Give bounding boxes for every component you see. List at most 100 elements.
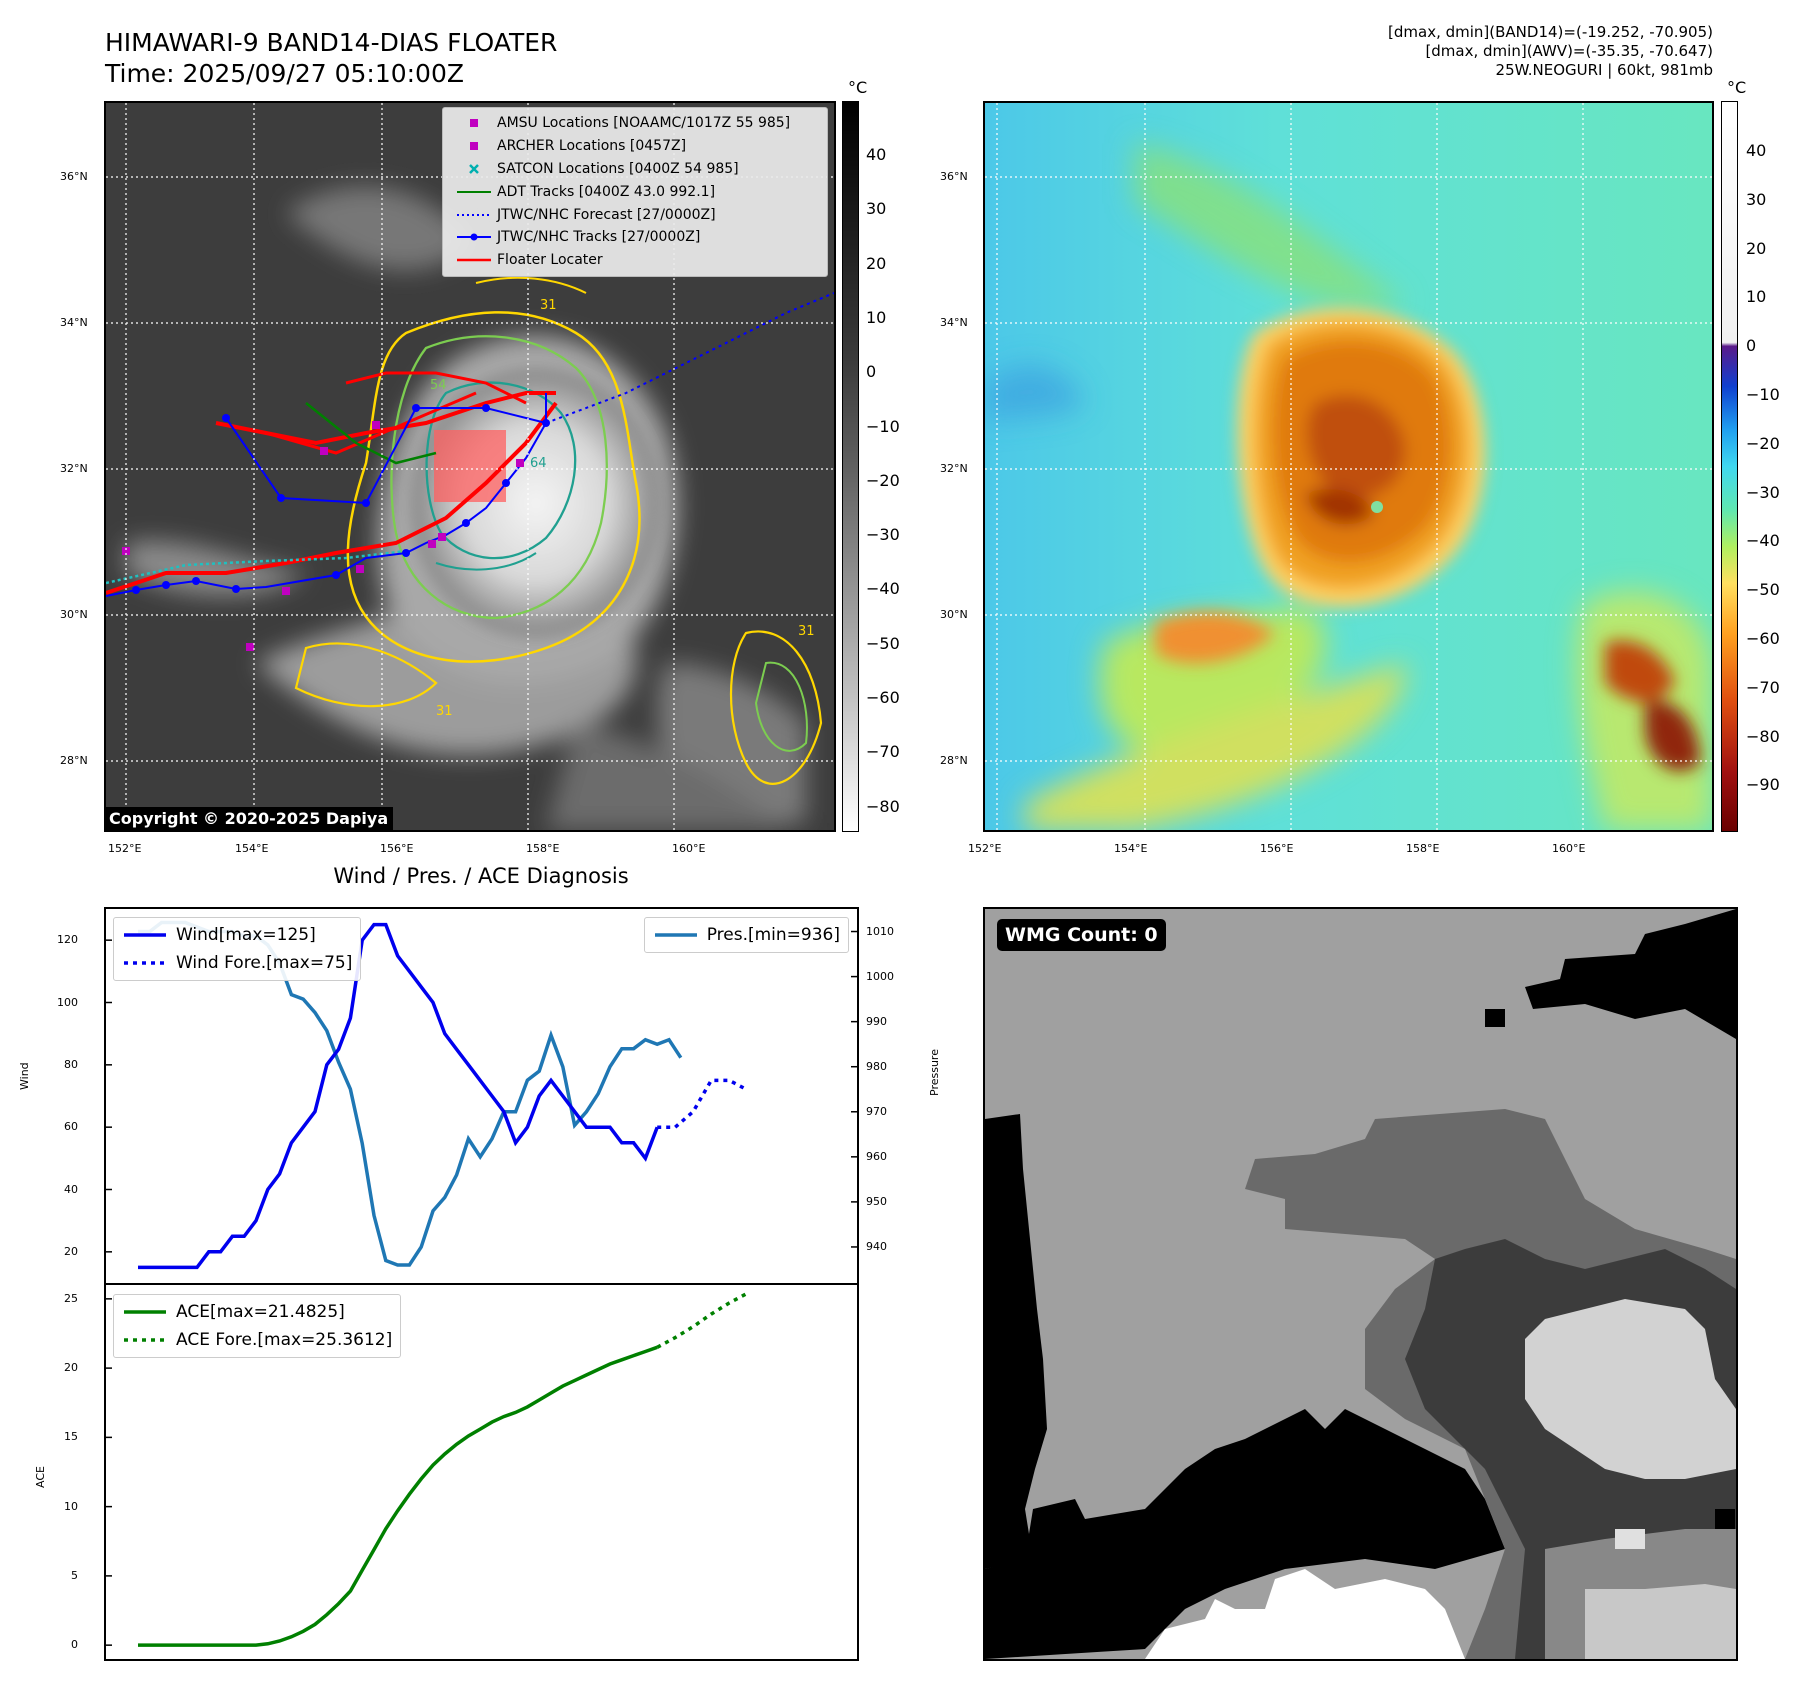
colorbar-left-tick: −60 xyxy=(866,688,900,707)
colorbar-right-tick: 30 xyxy=(1746,189,1767,209)
legend-item-satcon: SATCON Locations [0400Z 54 985] xyxy=(451,158,819,181)
wmg-image xyxy=(985,909,1736,1659)
colorbar-right-tick: −90 xyxy=(1746,775,1780,795)
wind-legend: Wind[max=125] Wind Fore.[max=75] xyxy=(113,917,362,981)
right-lat-label-32: 32°N xyxy=(940,462,968,475)
ir-map-panel: 31 54 64 31 31 AMSU Locations [NOAAMC/10… xyxy=(104,101,836,832)
ace-axis-tick: 20 xyxy=(64,1361,78,1375)
title-line-1: HIMAWARI-9 BAND14-DIAS FLOATER xyxy=(105,28,558,57)
pressure-axis-tick: 990 xyxy=(866,1014,887,1028)
colorbar-right xyxy=(1721,101,1738,832)
wmg-count-badge: WMG Count: 0 xyxy=(997,919,1166,951)
contour-label-1: 31 xyxy=(540,298,557,313)
ace-legend: ACE[max=21.4825] ACE Fore.[max=25.3612] xyxy=(113,1294,402,1358)
lon-label-154: 154°E xyxy=(235,842,269,855)
wind-axis-tick: 100 xyxy=(57,995,78,1009)
legend-item-adt: ADT Tracks [0400Z 43.0 992.1] xyxy=(457,183,716,200)
colorbar-left-tick: 20 xyxy=(866,253,887,273)
title-line-2: Time: 2025/09/27 05:10:00Z xyxy=(105,59,464,88)
colorbar-right-tick: 40 xyxy=(1746,141,1767,160)
legend-wind-fore: Wind Fore.[max=75] xyxy=(124,953,353,973)
right-lon-label-154: 154°E xyxy=(1114,842,1148,855)
colorbar-left-tick: −30 xyxy=(866,525,900,545)
lat-label-34: 34°N xyxy=(60,316,88,329)
info-line-3: 25W.NEOGURI | 60kt, 981mb xyxy=(1495,61,1713,79)
colorbar-left-tick: 40 xyxy=(866,145,887,164)
pressure-axis-label: Pressure xyxy=(928,1049,941,1096)
right-lon-label-152: 152°E xyxy=(968,842,1002,855)
pressure-axis-tick: 970 xyxy=(866,1104,887,1118)
diagnosis-title: Wind / Pres. / ACE Diagnosis xyxy=(333,864,629,888)
ace-axis-tick: 15 xyxy=(64,1430,78,1444)
ace-forecast-line xyxy=(656,1291,749,1349)
lon-label-160: 160°E xyxy=(672,842,706,855)
copyright-badge: Copyright © 2020-2025 Dapiya xyxy=(104,807,394,830)
colorbar-left-tick: −10 xyxy=(866,416,900,436)
pressure-axis-tick: 1010 xyxy=(866,924,894,938)
legend-ace-fore: ACE Fore.[max=25.3612] xyxy=(124,1330,393,1350)
legend-item-jtwc-forecast: JTWC/NHC Forecast [27/0000Z] xyxy=(457,206,716,223)
colorbar-right-unit: °C xyxy=(1727,78,1747,97)
colorbar-left-tick: 30 xyxy=(866,199,887,219)
legend-item-floater: Floater Locater xyxy=(457,252,603,269)
contour-label-4: 31 xyxy=(436,704,453,719)
wind-axis-label: Wind xyxy=(18,1062,31,1090)
enhanced-map-panel xyxy=(983,101,1714,832)
legend-pres: Pres.[min=936] xyxy=(654,925,840,945)
contour-label-3: 64 xyxy=(530,456,547,471)
wmg-panel xyxy=(983,907,1738,1661)
ace-axis-tick: 5 xyxy=(71,1568,78,1582)
colorbar-left-tick: 10 xyxy=(866,307,887,327)
colorbar-right-tick: −50 xyxy=(1746,580,1780,600)
ir-map-image: 31 54 64 31 31 xyxy=(106,103,834,830)
colorbar-right-tick: −60 xyxy=(1746,629,1780,648)
colorbar-left-tick: −80 xyxy=(866,796,900,816)
pressure-axis-tick: 1000 xyxy=(866,969,894,983)
colorbar-right-tick: 0 xyxy=(1746,336,1757,356)
wind-line xyxy=(138,922,659,1270)
colorbar-right-tick: −70 xyxy=(1746,677,1780,697)
info-line-2: [dmax, dmin](AWV)=(-35.35, -70.647) xyxy=(1425,42,1713,60)
colorbar-right-tick: −40 xyxy=(1746,531,1780,551)
legend-ace: ACE[max=21.4825] xyxy=(124,1302,345,1322)
wind-axis-tick: 60 xyxy=(64,1120,78,1134)
right-lat-label-30: 30°N xyxy=(940,608,968,621)
wind-axis-tick: 120 xyxy=(57,933,78,947)
lon-label-156: 156°E xyxy=(380,842,414,855)
info-line-1: [dmax, dmin](BAND14)=(-19.252, -70.905) xyxy=(1388,23,1713,41)
colorbar-left-tick: −40 xyxy=(866,579,900,599)
right-lat-label-34: 34°N xyxy=(940,316,968,329)
map-legend: AMSU Locations [NOAAMC/1017Z 55 985] ARC… xyxy=(442,107,828,277)
right-lon-label-158: 158°E xyxy=(1406,842,1440,855)
colorbar-left-tick: 0 xyxy=(866,362,877,382)
legend-wind: Wind[max=125] xyxy=(124,925,316,945)
colorbar-left-tick: −20 xyxy=(866,470,900,490)
lat-label-36: 36°N xyxy=(60,170,88,183)
colorbar-right-tick: 10 xyxy=(1746,287,1767,307)
legend-item-jtwc-tracks: JTWC/NHC Tracks [27/0000Z] xyxy=(451,226,819,249)
right-lat-label-28: 28°N xyxy=(940,754,968,767)
right-lat-label-36: 36°N xyxy=(940,170,968,183)
colorbar-left xyxy=(842,101,859,832)
ace-panel: ACE[max=21.4825] ACE Fore.[max=25.3612] xyxy=(104,1283,859,1661)
colorbar-left-unit: °C xyxy=(848,78,868,97)
contour-label-2: 54 xyxy=(430,378,447,393)
colorbar-right-tick: −10 xyxy=(1746,385,1780,404)
enhanced-map-image xyxy=(985,103,1712,830)
lat-label-28: 28°N xyxy=(60,754,88,767)
pressure-axis-tick: 980 xyxy=(866,1059,887,1073)
ace-axis-tick: 0 xyxy=(71,1638,78,1652)
lat-label-30: 30°N xyxy=(60,608,88,621)
colorbar-right-tick: −30 xyxy=(1746,482,1780,502)
right-lon-label-160: 160°E xyxy=(1552,842,1586,855)
legend-item-archer: ARCHER Locations [0457Z] xyxy=(451,135,819,158)
lon-label-152: 152°E xyxy=(108,842,142,855)
ace-axis-tick: 10 xyxy=(64,1499,78,1513)
pressure-legend: Pres.[min=936] xyxy=(643,917,849,953)
ace-line xyxy=(138,1345,658,1647)
right-lon-label-156: 156°E xyxy=(1260,842,1294,855)
colorbar-left-tick: −70 xyxy=(866,742,900,762)
wind-forecast-line xyxy=(657,1078,749,1129)
figure-title: HIMAWARI-9 BAND14-DIAS FLOATER Time: 202… xyxy=(105,27,557,89)
wind-pressure-panel: Wind[max=125] Wind Fore.[max=75] Pres.[m… xyxy=(104,907,859,1285)
